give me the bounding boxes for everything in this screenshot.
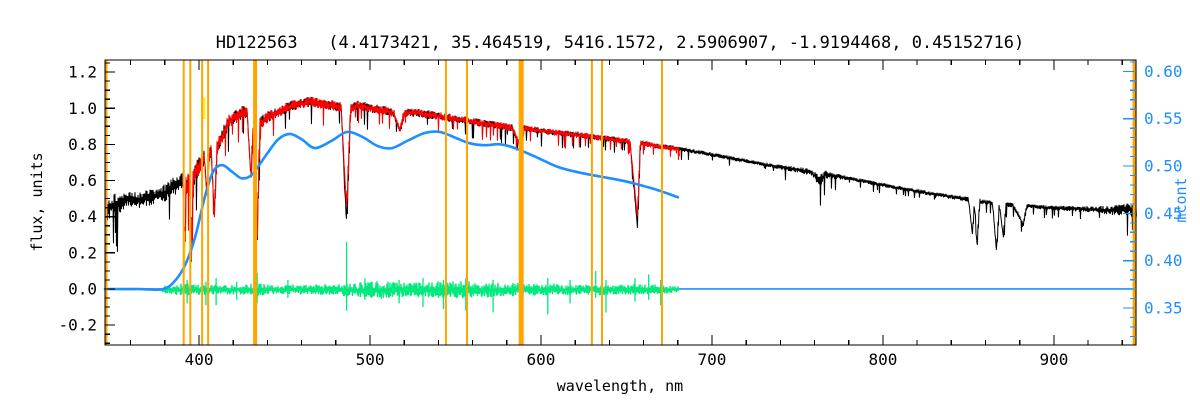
y-left-tick-label: -0.2 — [58, 316, 97, 335]
spectrum-curves-layer — [103, 96, 1137, 315]
continuum-mcont-curve — [103, 130, 680, 292]
x-tick-label: 800 — [868, 350, 897, 369]
wavelength-marker-line — [1132, 60, 1137, 345]
y-left-tick-label: 0.4 — [68, 207, 97, 226]
x-tick-label: 700 — [698, 350, 727, 369]
x-tick-label: 600 — [527, 350, 556, 369]
y-right-tick-label: 0.50 — [1144, 157, 1183, 176]
x-tick-label: 500 — [356, 350, 385, 369]
wavelength-marker-line — [590, 60, 593, 345]
y-right-tick-label: 0.55 — [1144, 109, 1183, 128]
wavelength-marker-line — [518, 60, 524, 345]
wavelength-marker-line — [466, 60, 468, 345]
x-axis-label: wavelength, nm — [557, 377, 683, 395]
y-right-tick-label: 0.60 — [1144, 62, 1183, 81]
residuals-curve — [160, 242, 680, 315]
y-left-tick-label: 1.0 — [68, 99, 97, 118]
plot-title: HD122563 (4.4173421, 35.464519, 5416.157… — [216, 33, 1025, 53]
wavelength-marker-line — [182, 60, 185, 345]
orange-line-markers-layer — [104, 60, 1137, 345]
wavelength-marker-line — [189, 60, 192, 345]
wavelength-marker-line — [661, 60, 663, 345]
y-right-axis-label: mcont — [1172, 177, 1190, 222]
plot-border-box — [104, 59, 1137, 346]
y-right-tick-label: 0.35 — [1144, 299, 1183, 318]
wavelength-marker-line — [601, 60, 603, 345]
y-right-tick-label: 0.45 — [1144, 204, 1183, 223]
wavelength-marker-line — [253, 60, 258, 345]
x-tick-label: 900 — [1039, 350, 1068, 369]
wavelength-marker-line — [201, 60, 204, 345]
y-right-tick-label: 0.40 — [1144, 251, 1183, 270]
wavelength-marker-line — [207, 60, 210, 345]
y-left-tick-label: 0.2 — [68, 243, 97, 262]
model-spectrum-curve — [182, 97, 680, 260]
wavelength-marker-line — [104, 60, 108, 345]
y-left-tick-label: 1.2 — [68, 63, 97, 82]
wavelength-marker-line — [444, 60, 447, 345]
y-left-tick-label: 0.6 — [68, 171, 97, 190]
y-left-axis-label: flux, units — [28, 152, 46, 251]
x-tick-label: 400 — [185, 350, 214, 369]
y-left-tick-label: 0.8 — [68, 135, 97, 154]
axes-layer: 400 500 600 700 800 900 -0.2 0.0 0.2 0.4 0.6 0.8 1.0… — [58, 59, 1183, 369]
y-left-tick-label: 0.0 — [68, 279, 97, 298]
